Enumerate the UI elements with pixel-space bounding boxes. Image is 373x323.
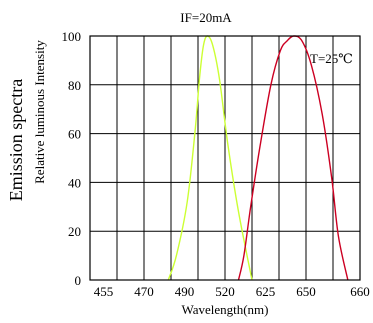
temperature-annotation: T=25℃: [310, 51, 353, 66]
series-curves: [167, 35, 349, 281]
x-tick-label: 520: [215, 284, 235, 299]
y-tick-label: 0: [75, 273, 82, 288]
y-tick-label: 100: [62, 29, 82, 44]
grid: [90, 36, 360, 280]
plot-frame: [89, 35, 361, 281]
y-tick-label: 80: [68, 78, 81, 93]
y-tick-label: 40: [68, 175, 81, 190]
axis-labels: 455 470 490 520 625 650 660 0 20 40 60 80 100: [62, 29, 370, 299]
x-tick-label: 625: [256, 284, 276, 299]
x-tick-label: 650: [296, 284, 316, 299]
chart-title: IF=20mA: [180, 10, 232, 25]
x-tick-label: 470: [134, 284, 154, 299]
x-tick-label: 490: [175, 284, 195, 299]
y-axis-title-main: Emission spectra: [6, 79, 26, 201]
y-axis-title-sub: Relative luminous Intensity: [32, 40, 47, 184]
x-axis-title: Wavelength(nm): [181, 302, 268, 317]
x-tick-label: 455: [94, 284, 114, 299]
x-tick-label: 660: [350, 284, 370, 299]
y-tick-label: 60: [68, 127, 81, 142]
series-2-curve: [237, 35, 349, 281]
series-1-curve: [167, 35, 253, 281]
y-tick-label: 20: [68, 224, 81, 239]
